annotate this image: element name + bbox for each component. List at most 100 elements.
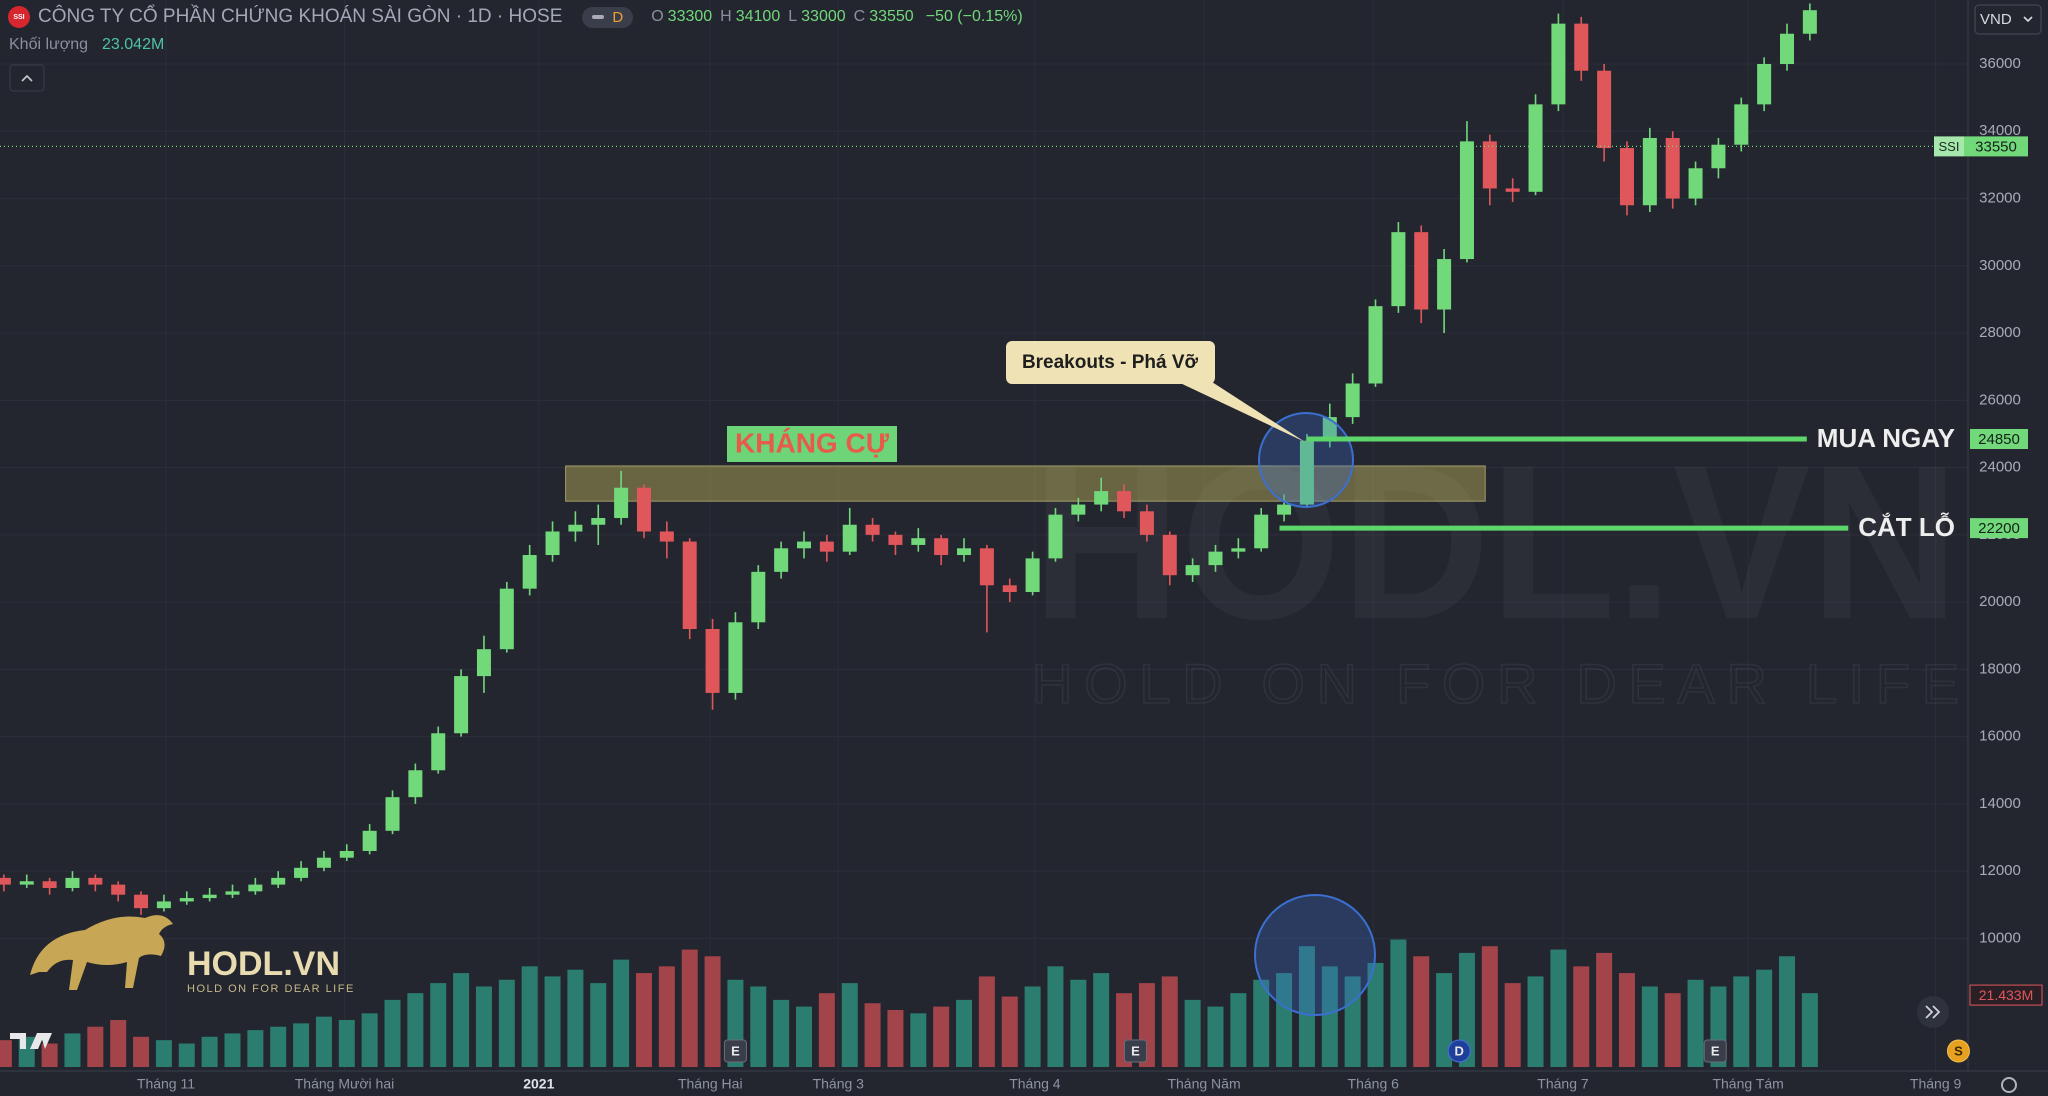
price-axis: [1968, 0, 2048, 1096]
y-tick-label: 12000: [1979, 862, 2021, 879]
callout-box: [1006, 341, 1215, 384]
tv-logo: [10, 1033, 52, 1049]
candle-body: [111, 884, 126, 895]
ohlc-value: 33550: [869, 8, 914, 25]
event-marker: [1447, 1039, 1471, 1063]
volume-header: Khối lượng 23.042M: [9, 36, 164, 54]
volume-bar: [1504, 983, 1521, 1067]
currency-dropdown[interactable]: [1974, 4, 2042, 35]
x-tick-label: Tháng 11: [137, 1076, 195, 1092]
y-tick-label: 36000: [1979, 55, 2021, 72]
price-tag: [1964, 136, 2028, 157]
volume-bar: [361, 1013, 378, 1067]
volume-bar: [430, 983, 447, 1067]
volume-bar: [635, 973, 652, 1067]
volume-bar: [1070, 979, 1087, 1067]
volume-bar: [956, 999, 973, 1067]
volume-bar: [704, 956, 721, 1067]
symbol-tag: [1934, 136, 1964, 157]
volume-bar: [453, 973, 470, 1067]
y-tick-label: 10000: [1979, 929, 2021, 946]
candle-body: [1734, 104, 1749, 145]
candle-body: [1665, 137, 1680, 199]
volume-bar: [1733, 976, 1750, 1067]
x-tick-label: Tháng Mười hai: [295, 1076, 394, 1092]
candle-body: [225, 891, 240, 895]
y-tick-label: 32000: [1979, 189, 2021, 206]
event-marker: [723, 1039, 747, 1063]
candle-body: [1688, 168, 1703, 199]
candle-body: [134, 894, 149, 909]
level-label: MUA NGAY: [1817, 423, 1955, 453]
y-tick-label: 14000: [1979, 795, 2021, 812]
candle-body: [1299, 440, 1314, 505]
level-label: CẮT LỖ: [1858, 512, 1955, 542]
candle-body: [1619, 148, 1634, 206]
volume-bar: [293, 1023, 310, 1067]
candle-body: [1277, 504, 1292, 515]
symbol-title: CÔNG TY CỔ PHẦN CHỨNG KHOÁN SÀI GÒN · 1D…: [38, 6, 563, 27]
volume-bar: [1276, 973, 1293, 1067]
volume-bar: [1687, 979, 1704, 1067]
candle-body: [248, 884, 263, 892]
candle-body: [499, 588, 514, 650]
volume-bar: [887, 1009, 904, 1067]
candle-body: [362, 830, 377, 851]
candle-body: [751, 571, 766, 623]
volume-bar: [315, 1016, 332, 1067]
x-tick-label: Tháng 9: [1910, 1076, 1962, 1092]
candle-body: [1802, 10, 1817, 34]
volume-bar: [1230, 993, 1247, 1067]
volume-bar: [1298, 946, 1315, 1067]
level-tag-label: 22200: [1978, 520, 2020, 537]
volume-bar: [1618, 973, 1635, 1067]
volume-bar: [544, 976, 561, 1067]
event-label: E: [731, 1043, 740, 1058]
volume-bar: [1047, 966, 1064, 1067]
candle-body: [1185, 565, 1200, 576]
volume-bar: [1779, 956, 1796, 1067]
level-tag: [1970, 428, 2028, 449]
watermark-brand: HODL.VN: [1032, 419, 1959, 665]
interval-label: D: [612, 8, 624, 26]
collapse-button[interactable]: [9, 64, 45, 92]
event-label: D: [1454, 1043, 1463, 1058]
candle-body: [522, 555, 537, 589]
volume-bar: [773, 999, 790, 1067]
volume-bar: [1207, 1006, 1224, 1067]
event-label: E: [1131, 1043, 1140, 1058]
volume-bar: [1550, 949, 1567, 1067]
candle-body: [659, 531, 674, 542]
volume-bar: [613, 959, 630, 1067]
price-tag-label: 33550: [1975, 138, 2017, 155]
candle-body: [1459, 141, 1474, 260]
volume-value: 23.042M: [102, 36, 165, 53]
interval-badge[interactable]: D: [582, 6, 634, 28]
volume-bar: [1527, 976, 1544, 1067]
price-change: −50 (−0.15%): [925, 8, 1023, 25]
y-tick-label: 16000: [1979, 728, 2021, 745]
x-tick-label: Tháng 4: [1009, 1076, 1061, 1092]
volume-bar: [567, 969, 584, 1067]
volume-bar: [1573, 966, 1590, 1067]
volume-bar: [1664, 993, 1681, 1067]
settings-button[interactable]: [2001, 1077, 2017, 1093]
resistance-zone: [565, 465, 1486, 502]
volume-bar: [864, 1003, 881, 1067]
volume-bar: [384, 999, 401, 1067]
volume-bar: [978, 976, 995, 1067]
candle-body: [1551, 23, 1566, 105]
candle-body: [682, 541, 697, 630]
x-tick-label: Tháng 3: [813, 1076, 865, 1092]
volume-tag-label: 21.433M: [1979, 987, 2033, 1003]
volume-bar: [590, 983, 607, 1067]
candle-body: [1139, 511, 1154, 535]
candle-body: [19, 881, 34, 885]
volume-bar: [1161, 976, 1178, 1067]
y-tick-label: 24000: [1979, 459, 2021, 476]
candle-body: [957, 548, 972, 556]
grid: [0, 0, 1968, 1071]
candle-body: [339, 850, 354, 858]
volume-bar: [1321, 966, 1338, 1067]
candle-body: [271, 877, 286, 885]
